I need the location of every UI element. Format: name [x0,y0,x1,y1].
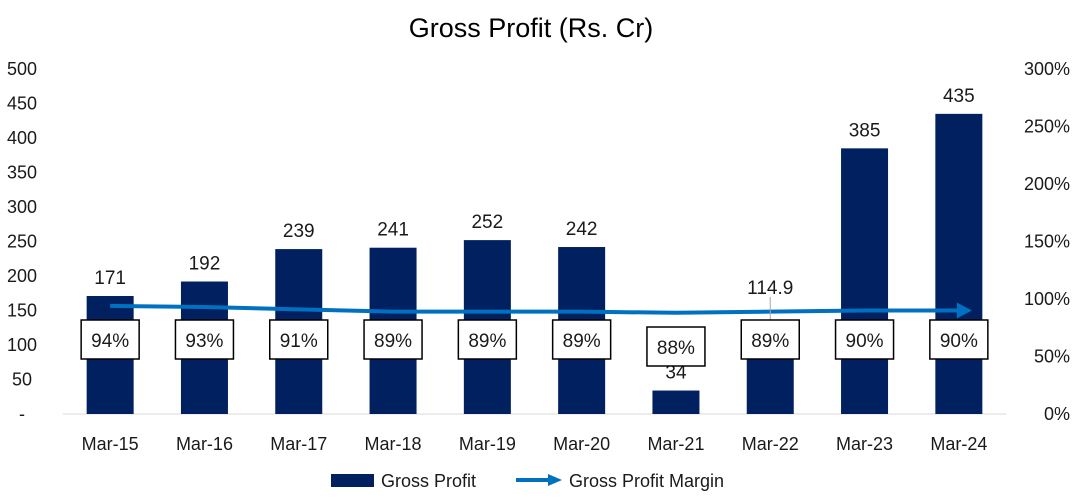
bar-data-label: 241 [377,220,409,241]
margin-label-box [551,319,612,360]
y-right-tick-label: 150% [1024,232,1070,252]
x-tick-label: Mar-22 [742,434,799,454]
x-tick-label: Mar-15 [82,434,139,454]
legend-label-gross-profit-margin: Gross Profit Margin [569,471,724,491]
bar-data-label: 171 [94,268,126,289]
margin-data-label: 89% [751,331,789,352]
legend-label-gross-profit: Gross Profit [381,471,476,491]
x-tick-label: Mar-24 [930,434,987,454]
bar-mar-24 [935,113,983,414]
y-right-tick-label: 100% [1024,289,1070,309]
x-tick-label: Mar-23 [836,434,893,454]
bar-data-label: 192 [189,254,221,275]
chart-title: Gross Profit (Rs. Cr) [409,13,654,43]
y-left-tick-label: 50 [12,370,32,390]
margin-data-label: 94% [91,331,129,352]
margin-label-box [80,319,140,360]
margin-label-box [740,319,800,360]
bar-data-label: 435 [943,86,975,107]
plot-area: - 50 100 150 200 250 300 350 400 450 500 0% 50% 100% 1… [7,59,1070,454]
x-tick-label: Mar-18 [365,434,422,454]
bar-mar-21 [652,390,700,414]
margin-data-label: 90% [940,331,978,352]
margin-label-box [457,319,518,360]
bar-data-label: 385 [849,120,881,141]
bar-data-label: 34 [665,363,687,384]
y-right-tick-label: 300% [1024,59,1070,79]
margin-data-label: 91% [280,331,318,352]
margin-line-arrow-icon [956,302,972,319]
bar-data-label: 114.9 [747,278,793,299]
y-right-tick-label: 200% [1024,174,1070,194]
y-left-tick-label: 100 [7,335,37,355]
y-left-tick-label: 500 [7,59,37,79]
y-left-tick-label: 150 [7,301,37,321]
margin-data-label: 88% [657,338,695,359]
bar-data-label: 239 [283,221,315,242]
y-right-tick-label: 250% [1024,117,1070,137]
y-left-tick-label: 350 [7,163,37,183]
margin-label-box [363,319,423,360]
margin-label-box [174,319,235,360]
margin-label-box [834,319,895,360]
margin-data-label: 89% [374,331,412,352]
x-tick-label: Mar-17 [270,434,327,454]
margin-data-label: 89% [563,331,601,352]
margin-label-box [269,319,329,360]
y-right-tick-label: 0% [1044,404,1070,424]
y-left-tick-label: 450 [7,94,37,114]
x-tick-label: Mar-20 [553,434,610,454]
margin-label-box [929,319,989,360]
margin-data-label: 89% [468,331,506,352]
bar-mar-23 [841,148,889,414]
y-left-tick-label: 300 [7,197,37,217]
bar-data-label: 242 [566,219,598,240]
margin-label-box [646,326,706,367]
bar-data-label: 252 [471,212,503,233]
y-left-tick-label: - [19,404,25,424]
margin-data-label: 90% [846,331,884,352]
margin-line [110,303,959,315]
y-left-tick-label: 200 [7,266,37,286]
y-right-tick-label: 50% [1034,347,1070,367]
legend: Gross Profit Gross Profit Margin [331,471,724,491]
legend-swatch-gross-profit [331,474,374,487]
x-tick-label: Mar-21 [647,434,704,454]
margin-data-label: 93% [185,331,223,352]
y-left-tick-label: 400 [7,128,37,148]
x-tick-label: Mar-16 [176,434,233,454]
y-left-tick-label: 250 [7,232,37,252]
legend-arrow-icon [548,474,562,486]
x-tick-label: Mar-19 [459,434,516,454]
